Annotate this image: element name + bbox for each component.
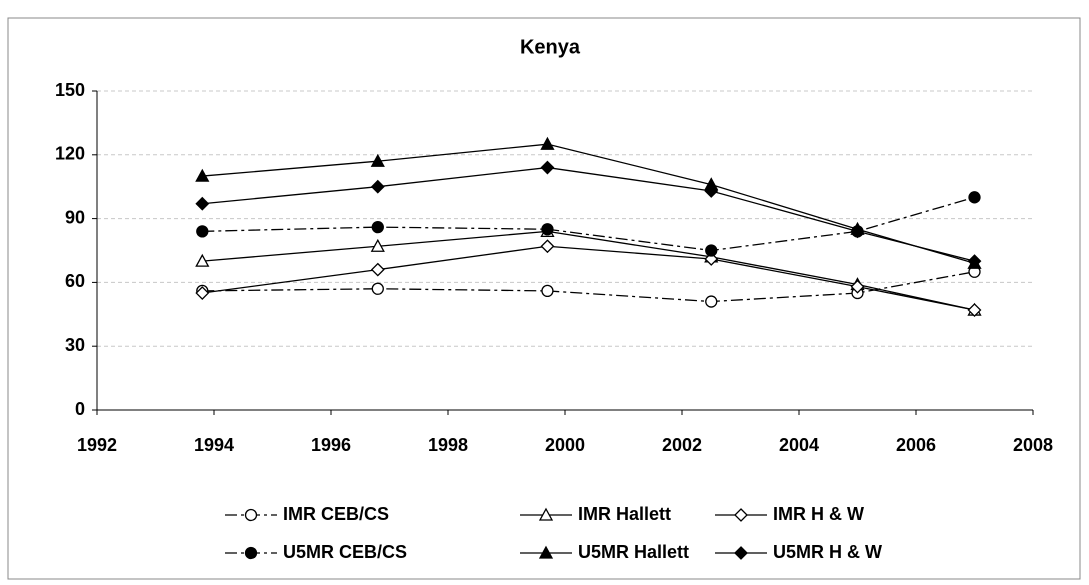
x-tick-label: 2004 bbox=[779, 435, 819, 455]
marker bbox=[850, 279, 865, 294]
marker bbox=[541, 223, 554, 236]
marker bbox=[195, 286, 210, 300]
y-tick-label: 150 bbox=[55, 80, 85, 100]
x-tick-label: 1998 bbox=[428, 435, 468, 455]
marker bbox=[968, 191, 981, 204]
x-tick-label: 2000 bbox=[545, 435, 585, 455]
x-tick-label: 2006 bbox=[896, 435, 936, 455]
y-tick-label: 30 bbox=[65, 335, 85, 355]
series-line bbox=[202, 245, 975, 311]
legend-label: IMR H & W bbox=[773, 504, 864, 524]
marker bbox=[704, 252, 719, 266]
marker bbox=[371, 220, 384, 234]
marker bbox=[196, 225, 209, 238]
marker bbox=[705, 244, 718, 257]
marker bbox=[850, 224, 865, 239]
series-line bbox=[202, 271, 975, 303]
chart-title: Kenya bbox=[520, 36, 581, 58]
legend-label: U5MR H & W bbox=[773, 542, 882, 562]
legend-label: IMR CEB/CS bbox=[283, 504, 389, 524]
legend-label: IMR Hallett bbox=[578, 504, 671, 524]
y-tick-label: 0 bbox=[75, 399, 85, 419]
marker bbox=[195, 196, 210, 211]
legend-marker bbox=[734, 508, 748, 522]
legend-label: U5MR CEB/CS bbox=[283, 542, 407, 562]
series-line bbox=[202, 143, 975, 264]
marker bbox=[370, 238, 385, 252]
x-tick-label: 1996 bbox=[311, 435, 351, 455]
legend-marker bbox=[734, 546, 748, 560]
legend-marker bbox=[538, 545, 554, 559]
y-tick-label: 60 bbox=[65, 271, 85, 291]
marker bbox=[370, 179, 385, 194]
marker bbox=[195, 253, 210, 267]
marker bbox=[195, 168, 210, 182]
legend-label: U5MR Hallett bbox=[578, 542, 689, 562]
marker bbox=[967, 254, 982, 269]
marker bbox=[967, 303, 982, 317]
marker bbox=[704, 184, 719, 198]
y-tick-label: 90 bbox=[65, 207, 85, 227]
series-line bbox=[202, 166, 975, 262]
x-tick-label: 2008 bbox=[1013, 435, 1053, 455]
y-tick-label: 120 bbox=[55, 144, 85, 164]
legend-marker bbox=[538, 507, 554, 521]
chart-frame bbox=[7, 17, 1081, 580]
marker bbox=[370, 153, 385, 167]
marker bbox=[540, 160, 555, 175]
x-tick-label: 2002 bbox=[662, 435, 702, 455]
marker bbox=[540, 136, 555, 150]
marker bbox=[370, 262, 385, 277]
marker bbox=[541, 284, 554, 298]
series-line bbox=[202, 196, 975, 252]
series-line bbox=[202, 230, 975, 311]
x-tick-label: 1994 bbox=[194, 435, 234, 455]
marker bbox=[540, 239, 555, 254]
marker bbox=[371, 282, 384, 295]
legend-marker bbox=[244, 508, 258, 522]
marker bbox=[705, 295, 718, 308]
legend-marker bbox=[244, 546, 258, 560]
x-tick-label: 1992 bbox=[77, 435, 117, 455]
